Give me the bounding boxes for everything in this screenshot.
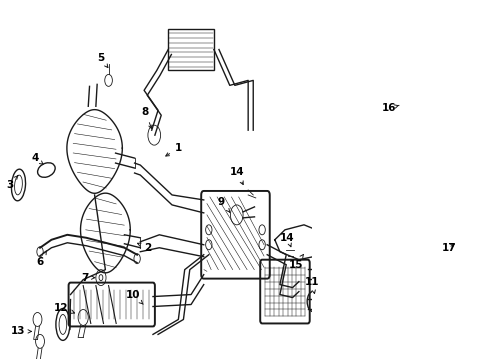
Text: 1: 1: [166, 143, 182, 156]
Text: 16: 16: [382, 103, 399, 113]
Text: 8: 8: [142, 107, 152, 129]
Text: 12: 12: [54, 302, 74, 313]
Text: 13: 13: [11, 327, 31, 336]
Text: 14: 14: [229, 167, 244, 185]
Text: 7: 7: [81, 273, 95, 283]
Text: 9: 9: [218, 197, 230, 212]
Text: 2: 2: [138, 243, 151, 253]
Text: 5: 5: [98, 54, 108, 68]
Text: 11: 11: [304, 276, 319, 293]
Text: 6: 6: [36, 251, 47, 267]
Text: 3: 3: [6, 176, 18, 190]
Text: 15: 15: [289, 255, 303, 270]
Text: 17: 17: [441, 243, 456, 253]
Text: 4: 4: [32, 153, 43, 165]
Text: 14: 14: [280, 233, 295, 247]
Text: 10: 10: [125, 289, 143, 304]
